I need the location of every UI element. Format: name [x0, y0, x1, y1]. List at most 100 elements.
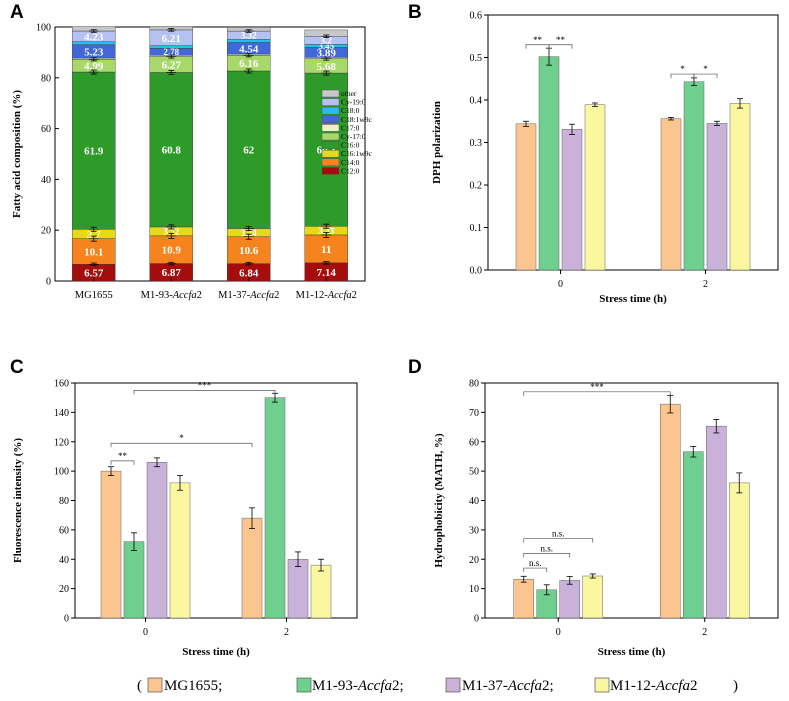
stack-segment-c16-0 — [149, 72, 193, 228]
bar-mg1655 — [100, 470, 122, 619]
y-tick-label: 40 — [469, 496, 479, 507]
significance-bracket — [523, 538, 594, 543]
legend-entry-label: Cy-19:0 — [341, 98, 366, 107]
legend-swatch — [594, 677, 610, 693]
x-axis-title: Stress time (h) — [182, 646, 250, 658]
y-tick-label: 30 — [469, 525, 479, 536]
significance-bracket — [525, 44, 550, 49]
legend-swatch — [321, 149, 340, 158]
segment-value-label: 2.78 — [163, 47, 179, 57]
y-tick-label: 50 — [469, 467, 479, 478]
legend-swatch — [296, 677, 312, 693]
significance-bracket — [693, 73, 718, 79]
legend-swatch — [321, 98, 340, 106]
legend-entry-label: C16:0 — [341, 141, 360, 150]
legend-swatch — [445, 677, 461, 693]
bar-m1-12-accfa2 — [169, 482, 191, 619]
panel-a: 0 20 40 60 80 100 Fatty acid composition (%) 6.… — [11, 23, 373, 302]
bar-mg1655 — [660, 118, 682, 271]
x-category-label-part: M1-12- — [296, 290, 329, 301]
significance-bracket — [548, 44, 573, 49]
significance-label: n.s. — [540, 543, 553, 553]
x-category-label-suffix: 2 — [197, 290, 202, 301]
legend-swatch — [321, 167, 340, 175]
segment-value-label: 4.54 — [239, 43, 259, 55]
bar-m1-93-accfa2 — [123, 541, 145, 619]
bar-m1-93-accfa2 — [683, 81, 705, 271]
segment-value-label: 6.57 — [84, 268, 104, 280]
y-tick-label: 0.5 — [470, 53, 483, 64]
stack-segment-c14-0 — [149, 235, 193, 264]
significance-label: n.s. — [552, 529, 565, 539]
segment-value-label: 3.89 — [317, 47, 337, 59]
x-category-label-part: M1-93- — [141, 290, 174, 301]
x-category-label: M1-37-Accfa2 — [218, 290, 279, 301]
y-tick-label: 60 — [469, 437, 479, 448]
segment-value-label: 61.9 — [84, 146, 104, 158]
x-category-label-part: MG1655 — [75, 290, 113, 301]
legend-swatch — [321, 106, 340, 115]
y-axis-title: Fluorescence intensity (%) — [12, 438, 24, 563]
segment-value-label: 5.68 — [317, 61, 337, 73]
bar-m1-12-accfa2 — [584, 104, 606, 271]
x-tick-label: 2 — [284, 627, 289, 638]
x-category-label: MG1655 — [75, 290, 113, 301]
segment-value-label: 6.84 — [239, 267, 259, 279]
segment-value-label: 4.99 — [84, 61, 104, 73]
significance-label: *** — [590, 382, 604, 392]
x-category-label: M1-93-Accfa2 — [141, 290, 202, 301]
segment-value-label: 3.24 — [241, 228, 257, 238]
y-tick-label: 120 — [54, 437, 69, 448]
legend-entry-italic: Accfa — [507, 678, 542, 694]
segment-value-label: 5.23 — [84, 46, 104, 58]
legend-swatch — [321, 158, 340, 167]
bar-m1-37-accfa2 — [287, 559, 309, 619]
panel-letter-b: B — [408, 2, 422, 23]
legend-entry-suffix: 2 — [392, 678, 400, 694]
segment-value-label: 10.1 — [84, 246, 103, 258]
legend-entry-name: M1-12- — [610, 678, 656, 694]
segment-value-label: 60.8 — [162, 145, 182, 157]
y-tick-label: 0.3 — [470, 138, 483, 149]
bar-m1-37-accfa2 — [706, 425, 727, 619]
significance-bracket — [670, 73, 695, 79]
significance-bracket — [110, 460, 135, 465]
plot-frame — [54, 26, 366, 282]
x-tick-label: 2 — [702, 627, 707, 638]
significance-label: ** — [118, 451, 128, 461]
bar-mg1655 — [515, 123, 537, 271]
legend-entry-label: C14:0 — [341, 158, 360, 167]
legend-entry-label: C16:1w9c — [341, 149, 373, 158]
legend-swatch — [321, 141, 340, 149]
y-tick-label: 40 — [41, 175, 51, 186]
y-tick-label: 70 — [469, 408, 479, 419]
y-tick-label: 80 — [41, 73, 51, 84]
bar-m1-12-accfa2 — [582, 575, 603, 619]
legend-entry-suffix: 2 — [690, 678, 698, 694]
y-tick-label: 0.0 — [470, 266, 483, 277]
legend-entry: M1-12-Accfa2 — [610, 678, 697, 694]
significance-label: * — [179, 433, 184, 443]
y-tick-label: 10 — [469, 584, 479, 595]
y-tick-label: 0.2 — [470, 181, 483, 192]
segment-value-label: 6.27 — [162, 59, 182, 71]
x-category-label-part: M1-37- — [218, 290, 251, 301]
panel-letter-a: A — [10, 2, 24, 23]
panel-letter-c: C — [10, 357, 24, 378]
legend-entry-separator: ; — [549, 678, 553, 694]
segment-value-label: 6.21 — [162, 33, 181, 45]
legend-entry-italic: Accfa — [357, 678, 392, 694]
x-category-label: M1-12-Accfa2 — [296, 290, 357, 301]
segment-value-label: 10.6 — [239, 245, 259, 257]
stack-segment-c14-0 — [72, 238, 116, 265]
y-tick-label: 20 — [59, 584, 69, 595]
x-category-label-italic: Accfa — [249, 290, 274, 301]
bar-m1-37-accfa2 — [561, 129, 583, 271]
stack-segment-c16-0 — [227, 70, 271, 229]
segment-value-label: 7.14 — [317, 267, 337, 279]
x-category-label-italic: Accfa — [172, 290, 197, 301]
y-tick-label: 160 — [54, 379, 69, 390]
y-tick-label: 0 — [474, 614, 479, 625]
x-tick-label: 2 — [703, 279, 708, 290]
bar-mg1655 — [660, 403, 681, 619]
